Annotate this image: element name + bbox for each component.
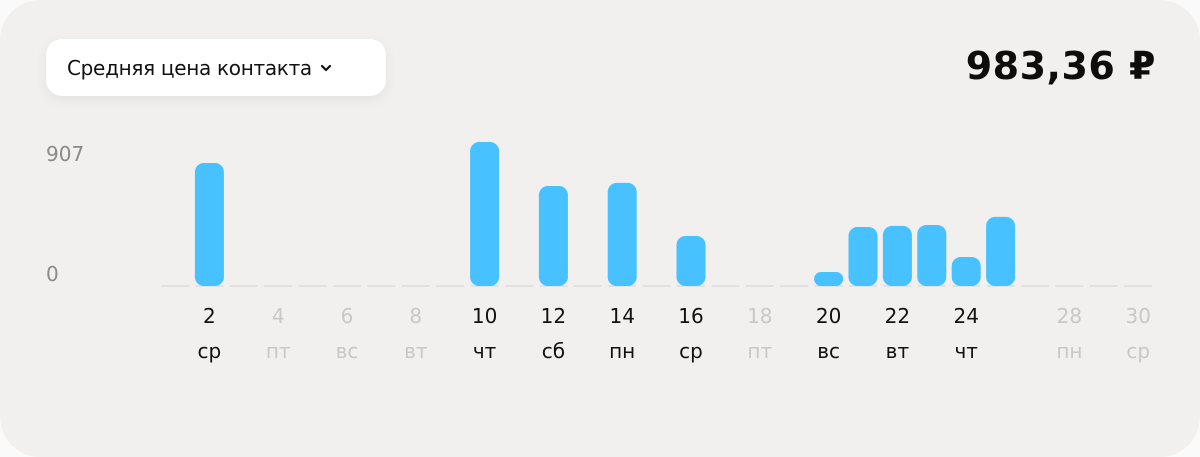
x-tick-day: 14 — [609, 304, 634, 328]
x-tick-day: 10 — [472, 304, 497, 328]
x-tick-weekday: ср — [198, 339, 222, 363]
bar-day-23[interactable] — [917, 225, 947, 286]
x-tick-day: 12 — [541, 304, 566, 328]
x-tick-weekday: вс — [817, 339, 840, 363]
bar-day-25[interactable] — [986, 216, 1016, 286]
bar-day-22[interactable] — [882, 225, 912, 286]
x-tick-weekday: пт — [747, 339, 772, 363]
metric-dropdown[interactable]: Средняя цена контакта — [46, 39, 386, 96]
x-tick-weekday: вс — [336, 339, 359, 363]
x-tick-day: 16 — [678, 304, 703, 328]
bar-day-24[interactable] — [951, 257, 981, 286]
x-tick-weekday: чт — [954, 339, 978, 363]
bar-day-14[interactable] — [607, 182, 637, 286]
total-value: 983,36 ₽ — [965, 44, 1156, 88]
x-tick-weekday: вт — [404, 339, 428, 363]
x-tick-day: 30 — [1125, 304, 1150, 328]
bar-day-10[interactable] — [470, 142, 500, 286]
y-tick-max: 907 — [46, 142, 85, 166]
x-tick-day: 24 — [953, 304, 978, 328]
x-tick-weekday: чт — [473, 339, 497, 363]
x-tick-day: 20 — [816, 304, 841, 328]
x-tick-day: 6 — [341, 304, 354, 328]
x-tick-weekday: пн — [609, 339, 635, 363]
x-tick-day: 8 — [409, 304, 422, 328]
x-tick-day: 18 — [747, 304, 772, 328]
x-tick-day: 22 — [885, 304, 910, 328]
bar-day-16[interactable] — [676, 235, 706, 286]
x-tick-weekday: ср — [1126, 339, 1150, 363]
x-tick-day: 28 — [1057, 304, 1082, 328]
metric-dropdown-label: Средняя цена контакта — [67, 55, 312, 80]
bar-day-21[interactable] — [848, 226, 878, 286]
bar-day-12[interactable] — [538, 185, 568, 286]
x-tick-weekday: пт — [266, 339, 291, 363]
bar-day-20[interactable] — [814, 271, 844, 286]
x-tick-day: 2 — [203, 304, 216, 328]
x-tick-weekday: вт — [886, 339, 910, 363]
chevron-down-icon — [320, 64, 331, 71]
y-tick-zero: 0 — [46, 262, 59, 286]
x-tick-weekday: ср — [679, 339, 703, 363]
x-tick-day: 4 — [272, 304, 285, 328]
bar-day-2[interactable] — [194, 162, 224, 286]
x-tick-weekday: пн — [1056, 339, 1082, 363]
x-tick-weekday: сб — [542, 339, 565, 363]
